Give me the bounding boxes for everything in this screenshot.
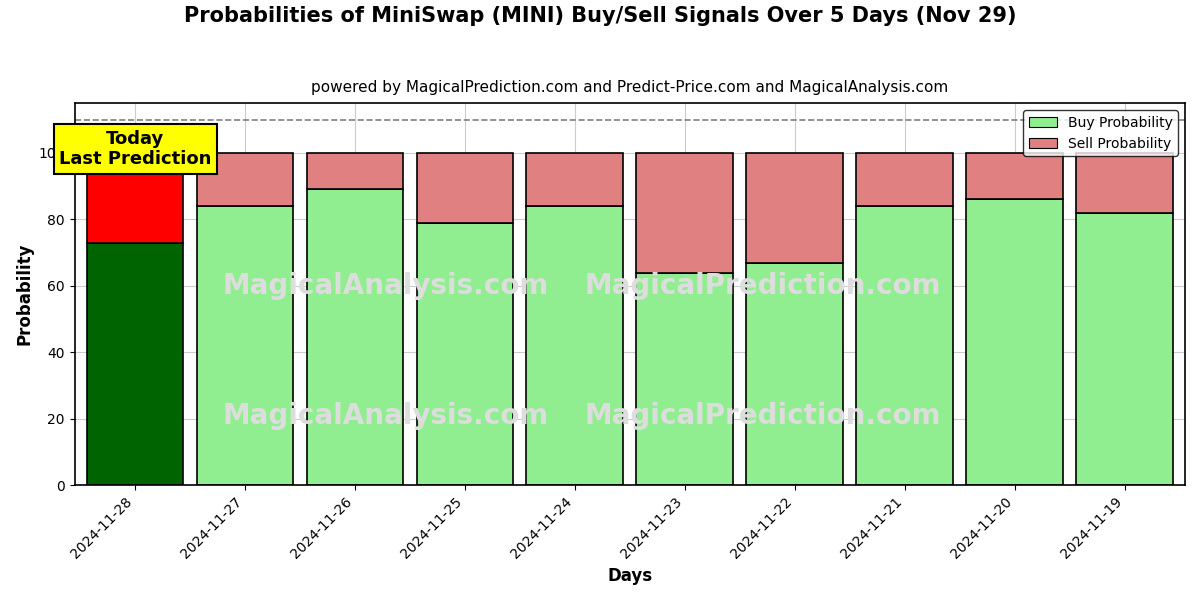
Bar	[857, 153, 953, 206]
Text: Probabilities of MiniSwap (MINI) Buy/Sell Signals Over 5 Days (Nov 29): Probabilities of MiniSwap (MINI) Buy/Sel…	[184, 6, 1016, 26]
Text: MagicalAnalysis.com: MagicalAnalysis.com	[222, 403, 548, 430]
Title: powered by MagicalPrediction.com and Predict-Price.com and MagicalAnalysis.com: powered by MagicalPrediction.com and Pre…	[311, 80, 948, 95]
Bar	[197, 206, 294, 485]
Bar	[86, 242, 184, 485]
Bar	[307, 190, 403, 485]
Bar	[86, 153, 184, 242]
Bar	[746, 153, 844, 263]
Bar	[527, 153, 623, 206]
Text: MagicalAnalysis.com: MagicalAnalysis.com	[222, 272, 548, 301]
Bar	[636, 272, 733, 485]
Bar	[197, 153, 294, 206]
Bar	[1076, 213, 1172, 485]
Bar	[966, 199, 1063, 485]
Bar	[1076, 153, 1172, 213]
Bar	[857, 206, 953, 485]
Bar	[966, 153, 1063, 199]
Bar	[527, 206, 623, 485]
Bar	[636, 153, 733, 272]
Text: Today
Last Prediction: Today Last Prediction	[59, 130, 211, 169]
Text: MagicalPrediction.com: MagicalPrediction.com	[584, 272, 941, 301]
X-axis label: Days: Days	[607, 567, 653, 585]
Y-axis label: Probability: Probability	[16, 243, 34, 346]
Legend: Buy Probability, Sell Probability: Buy Probability, Sell Probability	[1024, 110, 1178, 156]
Bar	[416, 223, 514, 485]
Text: MagicalPrediction.com: MagicalPrediction.com	[584, 403, 941, 430]
Bar	[416, 153, 514, 223]
Bar	[307, 153, 403, 190]
Bar	[746, 263, 844, 485]
